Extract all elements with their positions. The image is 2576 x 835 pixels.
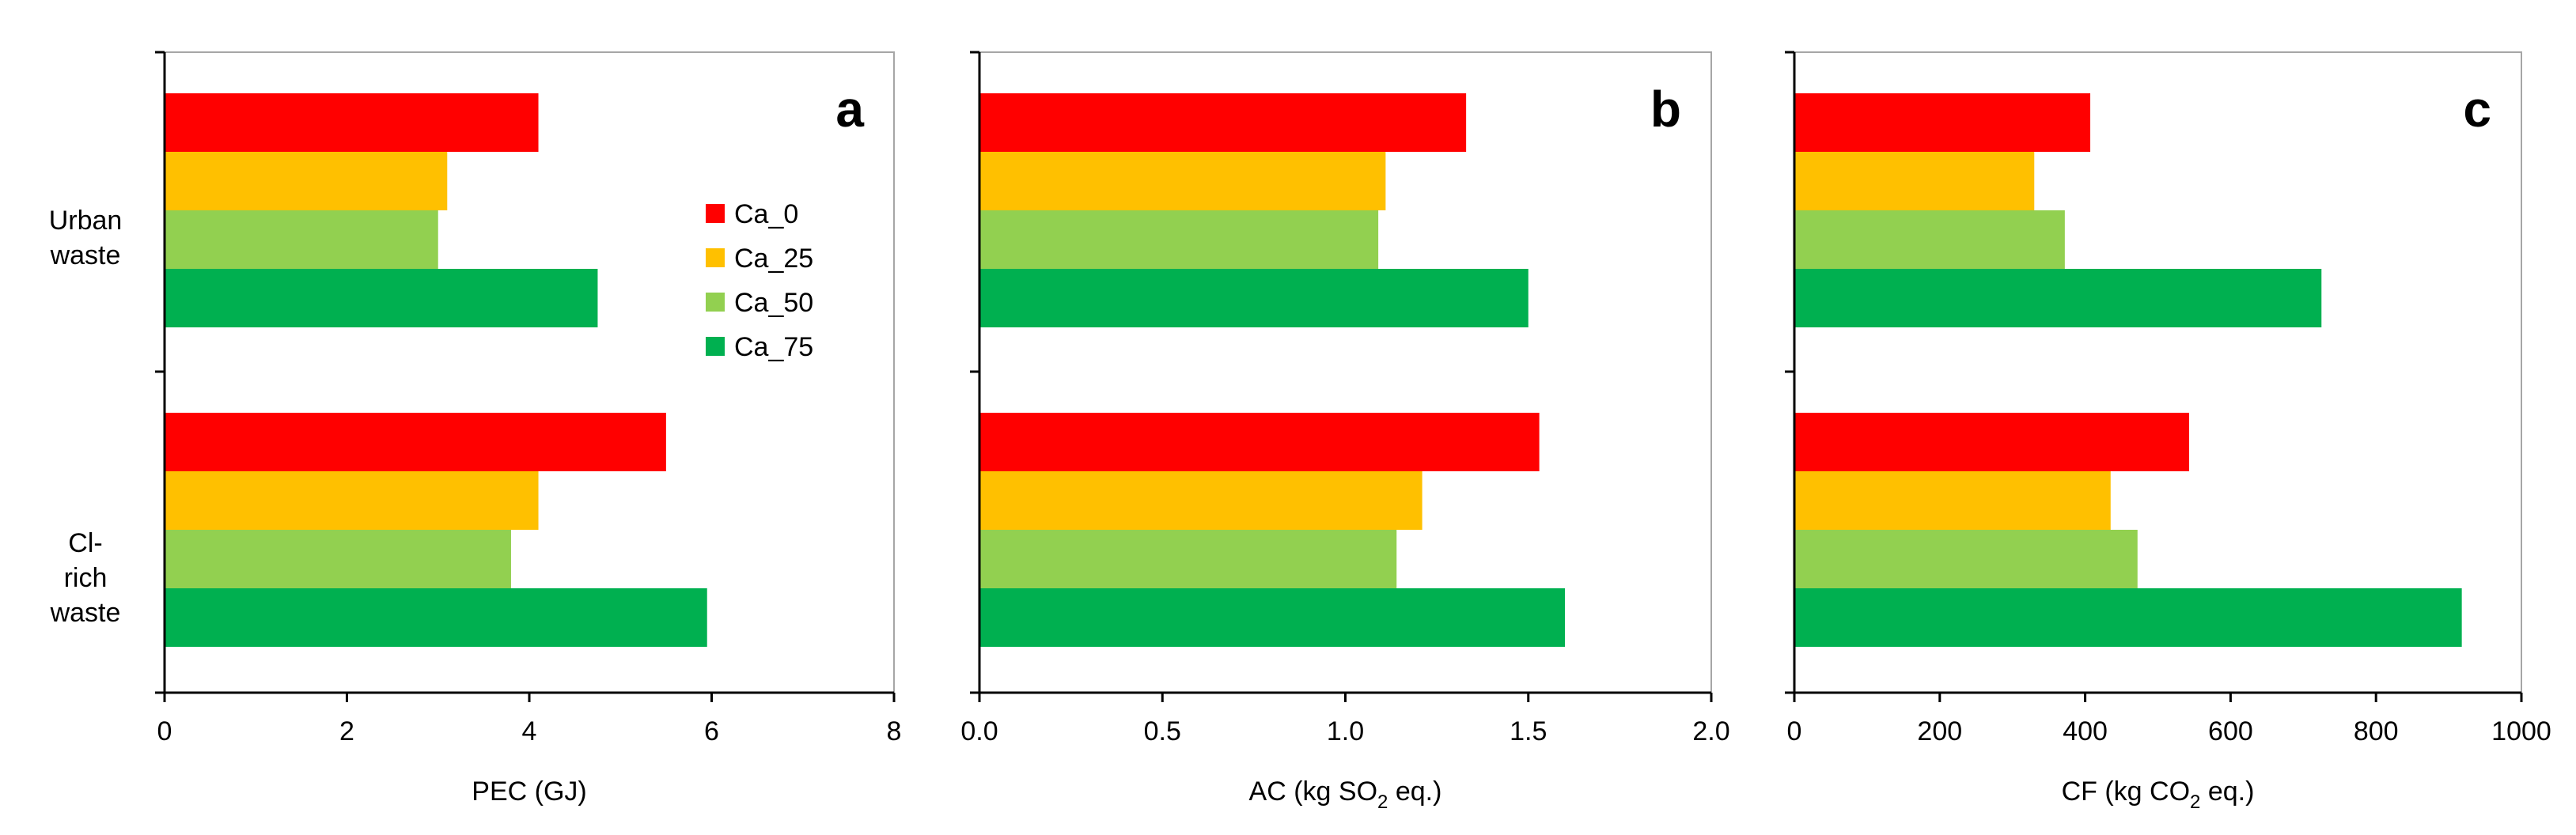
x-axis-title-main: PEC (GJ)	[472, 776, 586, 807]
x-tick-label: 4	[522, 716, 537, 746]
bar-ca-0-urban	[1794, 93, 2091, 152]
x-axis-title-main: CF (kg CO	[2062, 776, 2190, 807]
x-axis-title: AC (kg SO2 eq.)	[1249, 776, 1442, 813]
legend-swatch-ca-50	[706, 293, 725, 312]
category-label-urban-waste: Urban waste	[49, 206, 123, 270]
bar-ca-50-urban	[165, 210, 438, 269]
legend-swatch-ca-0	[706, 204, 725, 223]
x-tick-label: 1.0	[1327, 716, 1364, 746]
x-axis-title: CF (kg CO2 eq.)	[2062, 776, 2255, 813]
x-axis-title: PEC (GJ)	[472, 776, 586, 807]
x-tick-label: 0.0	[960, 716, 998, 746]
bar-ca-50-cl-rich	[979, 530, 1397, 588]
bar-ca-75-cl-rich	[979, 588, 1565, 647]
x-tick-label: 8	[887, 716, 902, 746]
bar-ca-75-urban	[165, 269, 598, 327]
category-label-line: rich	[64, 563, 108, 593]
category-label-line: Cl-	[68, 528, 102, 558]
panel-b: 0.0 0.5 1.0 1.5 2.0 AC (kg SO2 eq.) b	[960, 51, 1730, 813]
category-label-line: waste	[50, 598, 121, 628]
x-axis-title-subscript: 2	[1377, 792, 1388, 813]
category-label-line: Urban	[49, 206, 123, 236]
bar-ca-0-cl-rich	[1794, 413, 2190, 471]
legend-label-ca-25: Ca_25	[734, 244, 813, 274]
x-tick-label: 0.5	[1144, 716, 1181, 746]
x-tick-label: 2	[339, 716, 354, 746]
bar-ca-0-urban	[165, 93, 539, 152]
bar-ca-75-cl-rich	[1794, 588, 2462, 647]
bar-ca-25-urban	[979, 152, 1386, 210]
x-tick-label: 200	[1917, 716, 1962, 746]
bar-ca-75-urban	[1794, 269, 2322, 327]
panel-a: 0 2 4 6 8 PEC (GJ) a	[155, 51, 902, 807]
legend-label-ca-75: Ca_75	[734, 332, 813, 362]
bar-ca-50-urban	[979, 210, 1379, 269]
legend-swatch-ca-25	[706, 248, 725, 267]
x-tick-label: 0	[157, 716, 172, 746]
bar-ca-0-cl-rich	[979, 413, 1540, 471]
x-tick-label: 1.5	[1510, 716, 1547, 746]
bar-ca-50-cl-rich	[165, 530, 511, 588]
bar-ca-25-cl-rich	[979, 471, 1422, 530]
panel-c: 0 200 400 600 800 1000 CF (kg CO2 eq.) c	[1785, 51, 2551, 813]
x-tick-label: 0	[1787, 716, 1802, 746]
x-tick-label: 600	[2208, 716, 2253, 746]
bar-ca-0-urban	[979, 93, 1467, 152]
x-axis-title-suffix: eq.)	[2200, 776, 2254, 807]
bar-ca-25-urban	[165, 152, 448, 210]
x-axis-title-subscript: 2	[2190, 792, 2200, 813]
panel-letter-c: c	[2463, 81, 2491, 138]
bar-ca-25-cl-rich	[165, 471, 539, 530]
bar-ca-75-urban	[979, 269, 1529, 327]
bar-ca-0-cl-rich	[165, 413, 666, 471]
x-tick-label: 1000	[2491, 716, 2551, 746]
bar-ca-25-cl-rich	[1794, 471, 2111, 530]
x-axis-title-suffix: eq.)	[1388, 776, 1441, 807]
category-label-line: waste	[50, 240, 121, 270]
panel-letter-a: a	[835, 81, 864, 138]
panel-letter-b: b	[1650, 81, 1681, 138]
legend-swatch-ca-75	[706, 337, 725, 356]
bar-ca-50-cl-rich	[1794, 530, 2138, 588]
category-label-cl-rich-waste: Cl-rich waste	[50, 528, 121, 628]
bar-ca-25-urban	[1794, 152, 2035, 210]
x-tick-label: 6	[704, 716, 719, 746]
legend-label-ca-0: Ca_0	[734, 199, 798, 229]
bar-ca-50-urban	[1794, 210, 2065, 269]
x-axis-title-main: AC (kg SO	[1249, 776, 1377, 807]
x-tick-label: 400	[2063, 716, 2108, 746]
legend-label-ca-50: Ca_50	[734, 288, 813, 318]
x-tick-label: 2.0	[1692, 716, 1729, 746]
bar-ca-75-cl-rich	[165, 588, 707, 647]
legend: Ca_0 Ca_25 Ca_50 Ca_75	[706, 199, 813, 362]
x-tick-label: 800	[2354, 716, 2399, 746]
